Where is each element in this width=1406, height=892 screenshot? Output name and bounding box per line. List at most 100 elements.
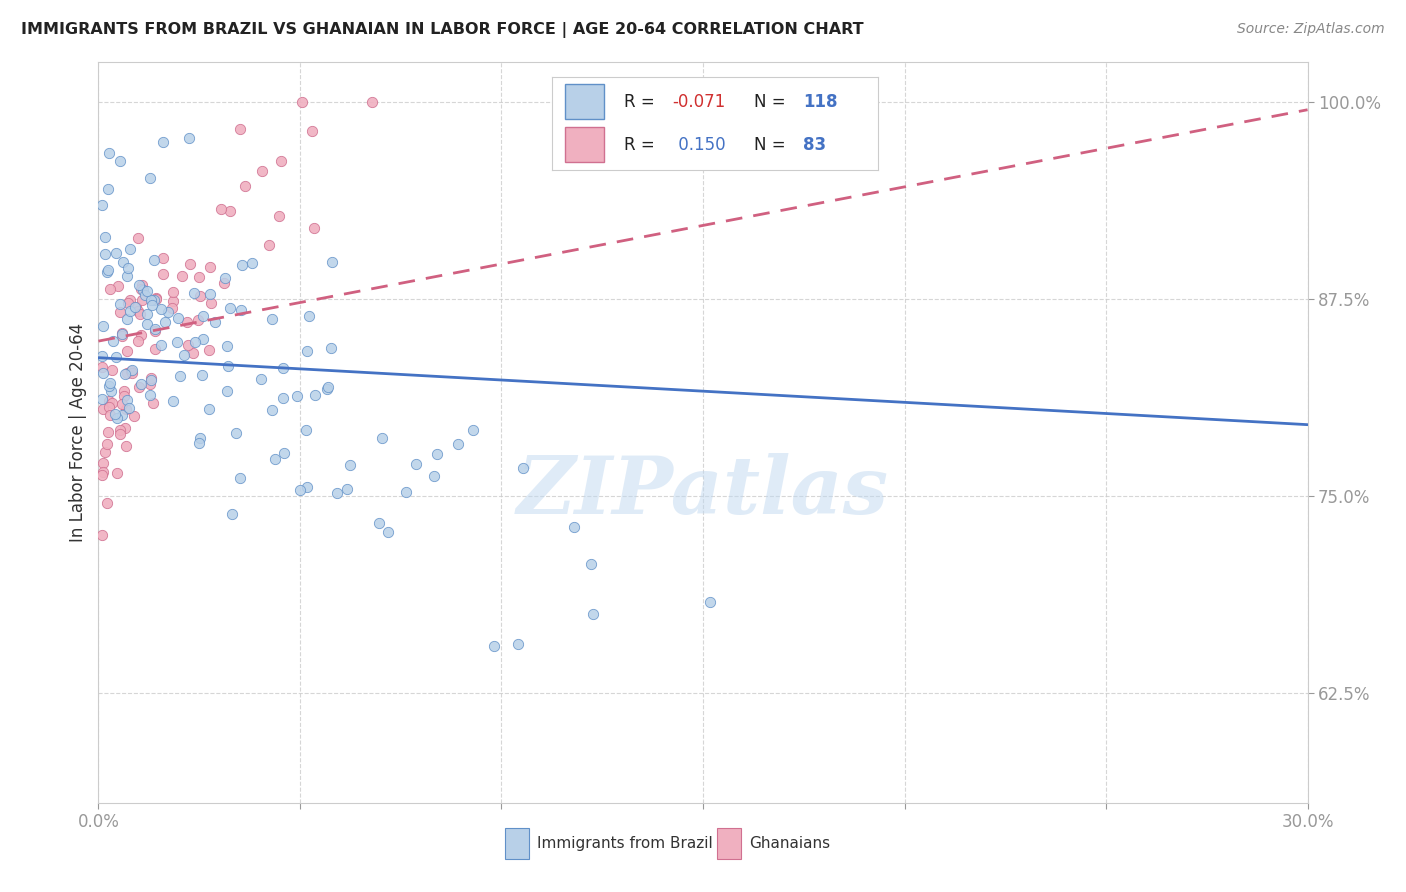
Point <box>304 221 326 235</box>
Point <box>108 424 131 438</box>
Point <box>214 271 236 285</box>
Point <box>110 304 132 318</box>
Point <box>145 292 167 306</box>
Point <box>316 380 339 394</box>
Point <box>512 461 534 475</box>
Point <box>101 334 124 349</box>
Point <box>127 334 149 349</box>
Point <box>94 247 117 261</box>
Point <box>321 341 343 355</box>
Point <box>129 282 152 296</box>
Point <box>139 293 162 307</box>
Point <box>562 520 585 534</box>
Point <box>108 297 131 311</box>
Point <box>111 326 134 341</box>
Point <box>233 179 256 194</box>
Point <box>91 197 114 211</box>
Point <box>91 349 114 363</box>
Text: ZIPatlas: ZIPatlas <box>517 453 889 531</box>
Point <box>129 327 152 342</box>
Point <box>100 282 122 296</box>
Point <box>166 334 188 349</box>
Point <box>104 350 127 364</box>
Point <box>423 468 446 483</box>
Point <box>167 310 190 325</box>
Point <box>304 388 326 402</box>
Point <box>217 359 239 374</box>
Point <box>188 289 211 303</box>
Point <box>143 322 166 336</box>
Point <box>271 391 294 405</box>
Point <box>138 377 160 392</box>
Point <box>699 595 721 609</box>
Point <box>127 303 149 318</box>
Point <box>118 401 141 415</box>
Point <box>98 376 121 390</box>
Point <box>132 283 155 297</box>
Point <box>377 524 399 539</box>
Point <box>139 373 162 387</box>
Point <box>193 332 215 346</box>
Point <box>582 607 605 622</box>
Point <box>263 451 285 466</box>
Point <box>368 516 391 530</box>
Point <box>285 389 308 403</box>
Point <box>138 388 160 402</box>
Point <box>149 302 172 317</box>
Point <box>114 421 136 435</box>
Point <box>105 466 128 480</box>
Point <box>111 408 134 422</box>
Point <box>260 312 283 326</box>
Point <box>108 426 131 441</box>
Point <box>156 305 179 319</box>
Point <box>117 392 139 407</box>
Point <box>321 255 343 269</box>
Point <box>170 269 193 284</box>
Point <box>143 343 166 357</box>
Point <box>118 242 141 256</box>
Point <box>295 423 318 437</box>
Point <box>142 293 165 308</box>
Point <box>183 285 205 300</box>
Point <box>142 396 165 410</box>
Point <box>257 237 280 252</box>
Point <box>91 392 114 407</box>
Point <box>179 257 201 271</box>
Point <box>117 261 139 276</box>
Point <box>136 307 159 321</box>
Point <box>121 363 143 377</box>
Point <box>98 379 121 393</box>
Point <box>112 389 135 403</box>
Point <box>152 252 174 266</box>
Point <box>219 301 242 315</box>
Point <box>482 639 505 653</box>
Point <box>118 304 141 318</box>
Point <box>215 339 238 353</box>
Point <box>97 262 120 277</box>
Point <box>169 369 191 384</box>
Point <box>97 425 120 440</box>
Point <box>187 313 209 327</box>
Point <box>128 277 150 292</box>
Point <box>231 258 253 272</box>
Point <box>114 368 136 382</box>
Point <box>115 311 138 326</box>
Point <box>339 458 361 472</box>
Point <box>135 285 157 299</box>
Point <box>250 371 273 385</box>
Point <box>121 366 143 380</box>
Point <box>134 288 156 302</box>
Point <box>301 123 323 137</box>
Point <box>395 485 418 500</box>
Point <box>127 231 149 245</box>
Point <box>115 439 138 453</box>
Point <box>198 402 221 417</box>
Point <box>426 447 449 461</box>
Point <box>204 315 226 329</box>
Point <box>250 164 273 178</box>
Point <box>162 393 184 408</box>
Point <box>177 130 200 145</box>
Point <box>153 315 176 329</box>
Point <box>115 344 138 359</box>
Point <box>129 377 152 392</box>
